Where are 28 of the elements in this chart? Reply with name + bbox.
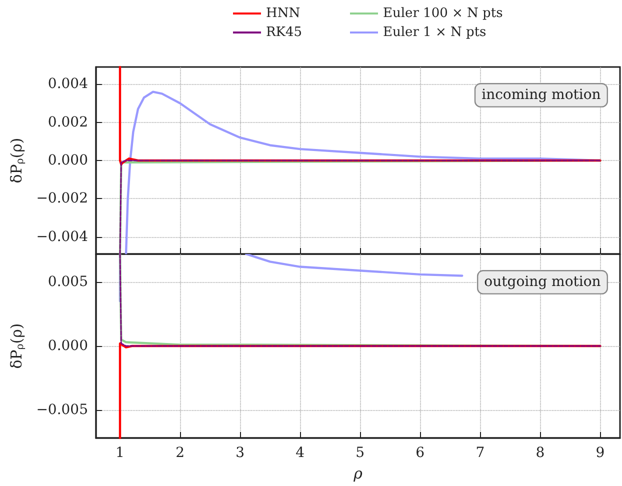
y-axis-title: δPρ(ρ) — [7, 138, 26, 184]
legend-label: Euler 1 × N pts — [383, 25, 486, 40]
y-axis-title: δPρ(ρ) — [7, 323, 26, 369]
y-tick-label: 0.005 — [48, 274, 88, 290]
x-tick-label: 2 — [176, 445, 184, 461]
x-tick-label: 7 — [476, 445, 485, 461]
x-tick-label: 5 — [356, 445, 365, 461]
y-tick-label: 0.002 — [48, 114, 88, 130]
x-tick-label: 8 — [536, 445, 545, 461]
y-tick-label: −0.004 — [36, 228, 88, 245]
annotation: incoming motion — [482, 87, 601, 104]
x-tick-label: 4 — [296, 445, 305, 461]
legend-label: HNN — [266, 6, 300, 21]
y-tick-label: −0.002 — [36, 190, 88, 207]
x-tick-label: 1 — [116, 445, 124, 461]
legend-label: Euler 100 × N pts — [383, 6, 503, 21]
x-axis-title: ρ — [352, 464, 363, 482]
x-tick-label: 9 — [596, 445, 605, 461]
y-tick-label: −0.005 — [36, 402, 88, 418]
legend-label: RK45 — [266, 25, 302, 40]
y-tick-label: 0.000 — [48, 338, 88, 354]
x-tick-label: 6 — [416, 445, 425, 461]
line-series — [118, 66, 602, 166]
y-tick-label: 0.004 — [48, 76, 88, 92]
annotation: outgoing motion — [484, 274, 601, 290]
line-series — [118, 342, 602, 440]
y-tick-label: 0.000 — [48, 152, 88, 168]
x-tick-label: 3 — [236, 445, 245, 461]
